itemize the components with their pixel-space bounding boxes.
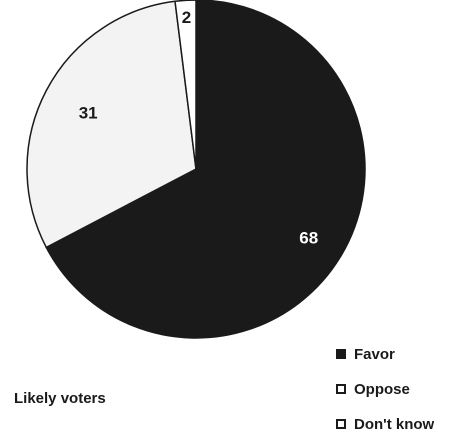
legend-swatch-favor: [336, 349, 346, 359]
data-label-oppose: 31: [79, 104, 98, 123]
legend-item-oppose: Oppose: [336, 378, 451, 400]
legend-label-favor: Favor: [354, 345, 395, 363]
legend-label-dont-know: Don't know: [354, 415, 435, 433]
legend: Favor Oppose Don't know: [336, 343, 451, 438]
legend-swatch-dont-know: [336, 419, 346, 429]
data-label-don-t-know: 2: [182, 8, 191, 27]
legend-label-oppose: Oppose: [354, 380, 410, 398]
pie-slice-oppose: [26, 0, 197, 249]
pie-data-labels: 68 31 2: [79, 8, 319, 247]
pie-slice-don-t-know: [174, 0, 197, 170]
legend-item-favor: Favor: [336, 343, 451, 365]
pie-slices: [26, 0, 366, 339]
pie-chart: 68 31 2: [26, 0, 366, 339]
legend-swatch-oppose: [336, 384, 346, 394]
data-label-favor: 68: [299, 228, 318, 247]
legend-item-dont-know: Don't know: [336, 413, 451, 435]
pie-slice-favor: [45, 0, 366, 339]
chart-caption: Likely voters: [14, 390, 106, 407]
